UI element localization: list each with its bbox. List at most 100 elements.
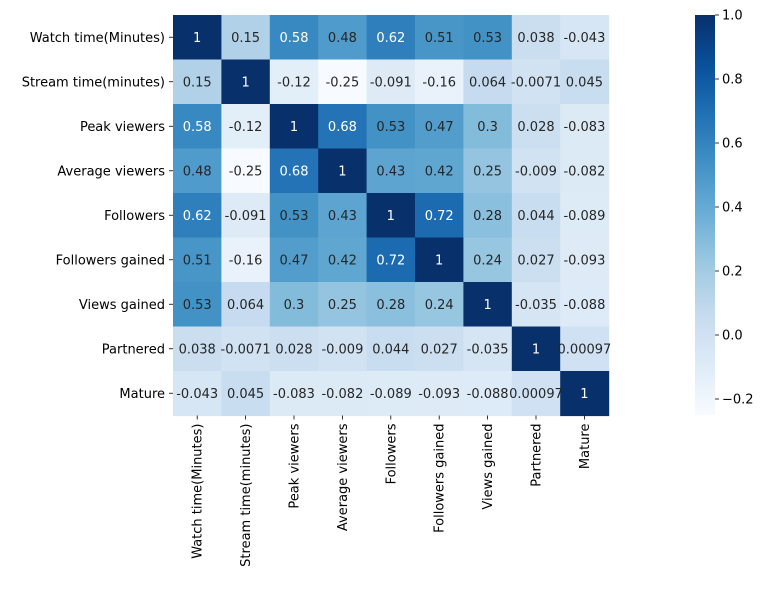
cell-annotation: 1 [532, 342, 540, 357]
y-tick-label: Mature [119, 387, 165, 402]
heatmap-cell [269, 371, 319, 417]
cell-annotation: 0.53 [376, 120, 405, 135]
x-tick-label: Mature [578, 424, 593, 470]
cell-annotation: 0.68 [280, 164, 309, 179]
cell-annotation: 0.48 [328, 31, 357, 46]
heatmap-cell [560, 371, 610, 417]
cell-annotation: 0.045 [566, 75, 603, 90]
cell-annotation: 0.58 [183, 120, 212, 135]
heatmap-cell [511, 193, 561, 239]
cell-annotation: 0.48 [183, 164, 212, 179]
heatmap-cells [173, 15, 610, 417]
y-tick-label: Followers gained [56, 253, 165, 268]
y-tick-label: Followers [104, 209, 165, 224]
heatmap-cell [318, 237, 368, 283]
heatmap-cell [463, 282, 513, 328]
cell-annotation: 1 [580, 387, 588, 402]
heatmap-cell [415, 237, 464, 283]
cell-annotation: 1 [241, 75, 249, 90]
cell-annotation: -0.009 [515, 164, 557, 179]
heatmap-cell [318, 371, 368, 417]
heatmap-cell [366, 193, 416, 239]
cell-annotation: -0.082 [563, 164, 605, 179]
x-tick-label: Followers gained [433, 424, 448, 533]
heatmap-cell [511, 237, 561, 283]
heatmap-cell [269, 237, 319, 283]
heatmap-cell [463, 193, 513, 239]
heatmap-cell [366, 59, 416, 105]
cell-annotation: -0.043 [563, 31, 605, 46]
cell-annotation: -0.091 [225, 209, 267, 224]
cell-annotation: 0.47 [280, 253, 309, 268]
y-tick-label: Peak viewers [80, 120, 165, 135]
heatmap-cell [560, 282, 610, 328]
heatmap-cell [511, 148, 561, 194]
heatmap-cell [221, 282, 271, 328]
cell-annotation: -0.25 [326, 75, 360, 90]
heatmap-cell [463, 15, 513, 61]
cell-annotation: 0.72 [376, 253, 405, 268]
heatmap-cell [463, 237, 513, 283]
heatmap-cell [366, 237, 416, 283]
y-tick-label: Stream time(minutes) [22, 75, 165, 90]
heatmap-cell [173, 237, 222, 283]
cell-annotation: 0.00097 [558, 342, 612, 357]
cell-annotation: 0.68 [328, 120, 357, 135]
cell-annotation: 0.027 [421, 342, 458, 357]
heatmap-cell [463, 59, 513, 105]
cell-annotation: 1 [387, 209, 395, 224]
cell-annotation: 0.53 [280, 209, 309, 224]
cell-annotation: 0.064 [227, 298, 264, 313]
heatmap-cell [221, 15, 271, 61]
cell-annotation: 0.064 [469, 75, 506, 90]
cell-annotation: 0.00097 [509, 387, 563, 402]
cell-annotation: 0.43 [376, 164, 405, 179]
cell-annotation: -0.083 [273, 387, 315, 402]
heatmap-cell [318, 282, 368, 328]
heatmap-cell [269, 282, 319, 328]
heatmap-cell [173, 193, 222, 239]
heatmap-cell [221, 193, 271, 239]
cell-annotation: 1 [338, 164, 346, 179]
heatmap-cell [511, 326, 561, 372]
heatmap-cell [269, 193, 319, 239]
cell-annotation: 0.044 [517, 209, 554, 224]
heatmap-cell [511, 104, 561, 150]
cell-annotation: 1 [435, 253, 443, 268]
cell-annotation: -0.0071 [221, 342, 271, 357]
cell-annotation: -0.088 [563, 298, 605, 313]
x-tick-label: Peak viewers [288, 423, 303, 508]
cell-annotation: -0.035 [515, 298, 557, 313]
cell-annotation: 0.62 [183, 209, 212, 224]
cell-annotation: 0.044 [372, 342, 409, 357]
cell-annotation: 0.28 [376, 298, 405, 313]
heatmap-cell [560, 237, 610, 283]
cell-annotation: -0.16 [229, 253, 263, 268]
colorbar-tick-label: 0.4 [722, 201, 743, 216]
cell-annotation: -0.089 [563, 209, 605, 224]
heatmap-cell [318, 15, 368, 61]
cell-annotation: 0.15 [183, 75, 212, 90]
heatmap-cell [173, 282, 222, 328]
cell-annotation: 0.28 [473, 209, 502, 224]
heatmap-cell [415, 59, 464, 105]
cell-annotation: -0.009 [321, 342, 363, 357]
heatmap-cell [221, 237, 271, 283]
cell-annotation: -0.035 [467, 342, 509, 357]
heatmap-cell [269, 59, 319, 105]
colorbar-tick-label: 0.6 [722, 137, 743, 152]
heatmap-cell [173, 59, 222, 105]
cell-annotations: 1 0.15 0.58 0.48 0.62 0.51 0.53 0.038 -0.043 0.15… [176, 31, 611, 402]
cell-annotation: 0.24 [473, 253, 502, 268]
cell-annotation: 0.43 [328, 209, 357, 224]
heatmap-cell [221, 104, 271, 150]
y-tick-label: Watch time(Minutes) [30, 31, 165, 46]
cell-annotation: -0.089 [370, 387, 412, 402]
heatmap-cell [463, 371, 513, 417]
cell-annotation: 0.51 [183, 253, 212, 268]
heatmap-cell [560, 148, 610, 194]
heatmap-cell [221, 326, 271, 372]
y-tick-label: Average viewers [57, 164, 165, 179]
heatmap-cell [415, 104, 464, 150]
heatmap-cell [366, 104, 416, 150]
